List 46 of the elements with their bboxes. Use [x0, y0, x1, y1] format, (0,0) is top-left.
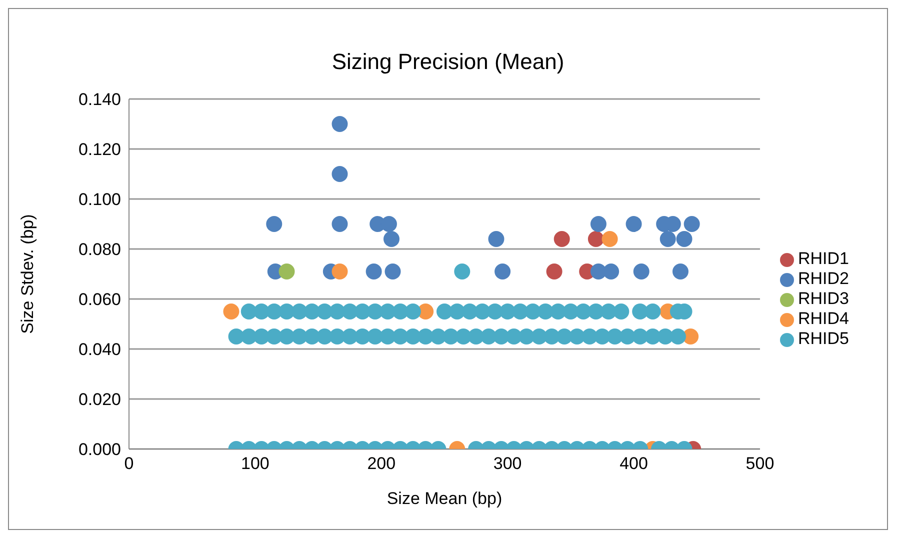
point	[366, 264, 382, 280]
y-tick-label: 0.120	[78, 140, 121, 160]
point	[626, 216, 642, 232]
x-tick-label: 100	[241, 454, 270, 474]
point	[488, 231, 504, 247]
point	[223, 304, 240, 320]
y-tick-label: 0.100	[78, 190, 121, 210]
point	[554, 231, 570, 247]
x-tick-label: 0	[124, 454, 134, 474]
y-tick-label: 0.080	[78, 240, 121, 260]
point	[603, 264, 620, 280]
point	[494, 264, 511, 280]
y-tick-label: 0.060	[78, 290, 121, 310]
point	[332, 264, 348, 280]
x-tick-label: 300	[493, 454, 522, 474]
point	[590, 216, 606, 232]
point	[332, 216, 348, 232]
legend-label: RHID2	[798, 269, 849, 288]
point	[672, 264, 688, 280]
point	[332, 166, 348, 182]
point	[588, 231, 604, 247]
point	[266, 216, 282, 232]
point	[278, 264, 295, 280]
point	[546, 264, 562, 280]
legend-label: RHID1	[798, 249, 849, 268]
chart-title: Sizing Precision (Mean)	[330, 49, 566, 76]
y-axis-title: Size Stdev. (bp)	[18, 214, 38, 334]
legend-label: RHID4	[798, 309, 849, 328]
x-tick-label: 200	[367, 454, 396, 474]
point	[660, 231, 676, 247]
x-axis-title: Size Mean (bp)	[386, 489, 502, 508]
point	[383, 231, 400, 247]
point	[332, 116, 348, 132]
y-tick-label: 0.140	[78, 90, 121, 110]
x-tick-label: 500	[746, 454, 774, 474]
legend-label: RHID5	[798, 329, 849, 348]
y-tick-label: 0.020	[78, 390, 121, 410]
y-tick-label: 0.040	[78, 340, 121, 360]
legend-label: RHID3	[798, 289, 849, 308]
point	[676, 231, 692, 247]
point	[602, 231, 618, 247]
x-tick-label: 400	[620, 454, 648, 474]
point	[684, 216, 700, 232]
point	[633, 264, 650, 280]
y-tick-label: 0.000	[78, 440, 121, 460]
point	[384, 264, 401, 280]
